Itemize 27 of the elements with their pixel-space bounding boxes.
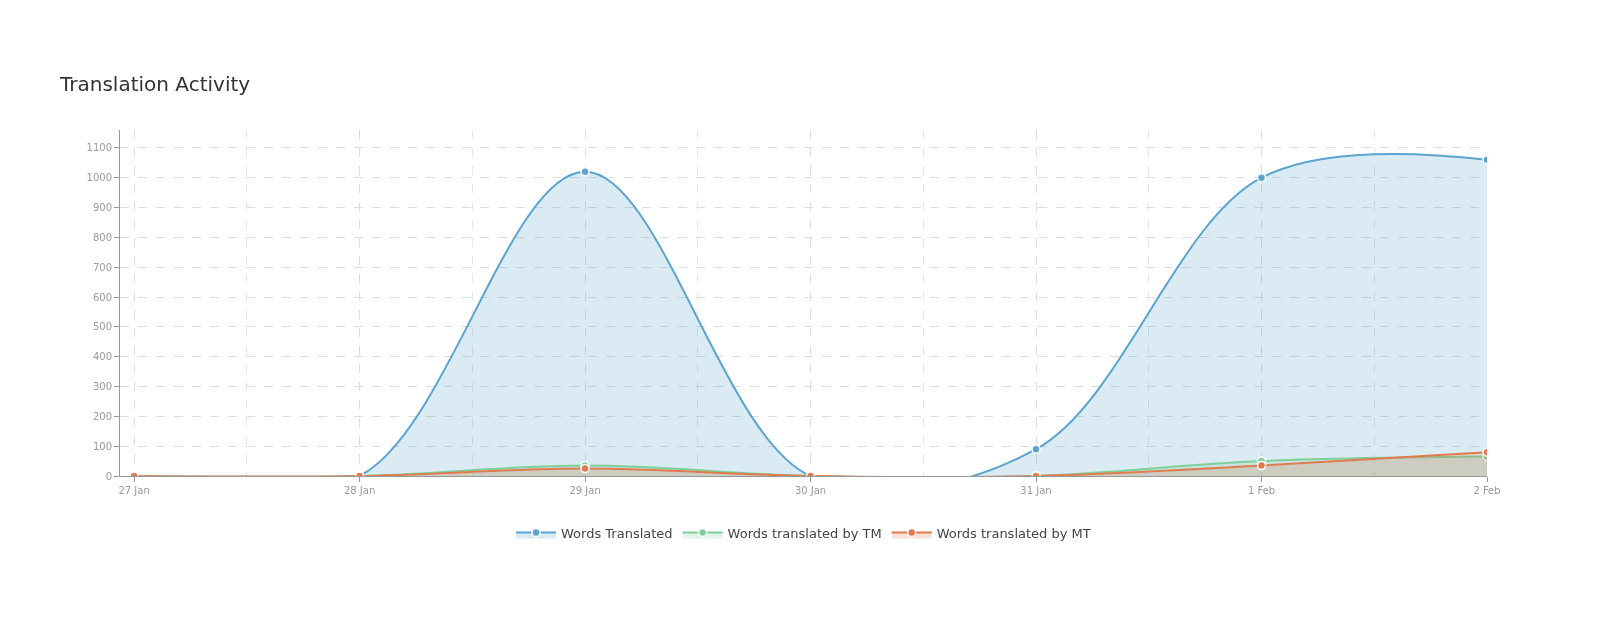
y-tick-label: 300 (92, 381, 112, 393)
y-tick-label: 800 (92, 231, 112, 243)
point (1256, 172, 1267, 183)
y-tick-label: 900 (92, 202, 112, 214)
point (580, 167, 590, 177)
y-tick-label: 400 (92, 351, 112, 363)
chart-title: Translation Activity (59, 72, 251, 96)
legend-label: Words Translated (561, 525, 673, 541)
y-tick-label: 1000 (86, 172, 112, 184)
legend-label: Words translated by TM (727, 525, 882, 541)
x-tick-label: 31 Jan (1020, 485, 1052, 496)
point (1256, 460, 1267, 471)
x-tick-label: 29 Jan (569, 485, 601, 496)
x-tick-label: 30 Jan (794, 485, 827, 496)
x-tick-label: 2 Feb (1473, 485, 1501, 496)
y-tick-label: 1100 (86, 142, 112, 154)
x-tick-label: 27 Jan (118, 485, 150, 496)
point (1031, 444, 1041, 454)
y-tick-label: 100 (92, 440, 112, 452)
y-tick-label: 0 (105, 470, 112, 482)
x-tick-label: 28 Jan (343, 485, 376, 496)
y-tick-label: 500 (92, 321, 112, 333)
x-tick-label: 1 Feb (1247, 485, 1276, 496)
legend-label: Words translated by MT (936, 525, 1091, 541)
y-tick-label: 700 (92, 261, 112, 273)
y-tick-label: 200 (92, 410, 112, 422)
y-tick-label: 600 (92, 291, 112, 303)
